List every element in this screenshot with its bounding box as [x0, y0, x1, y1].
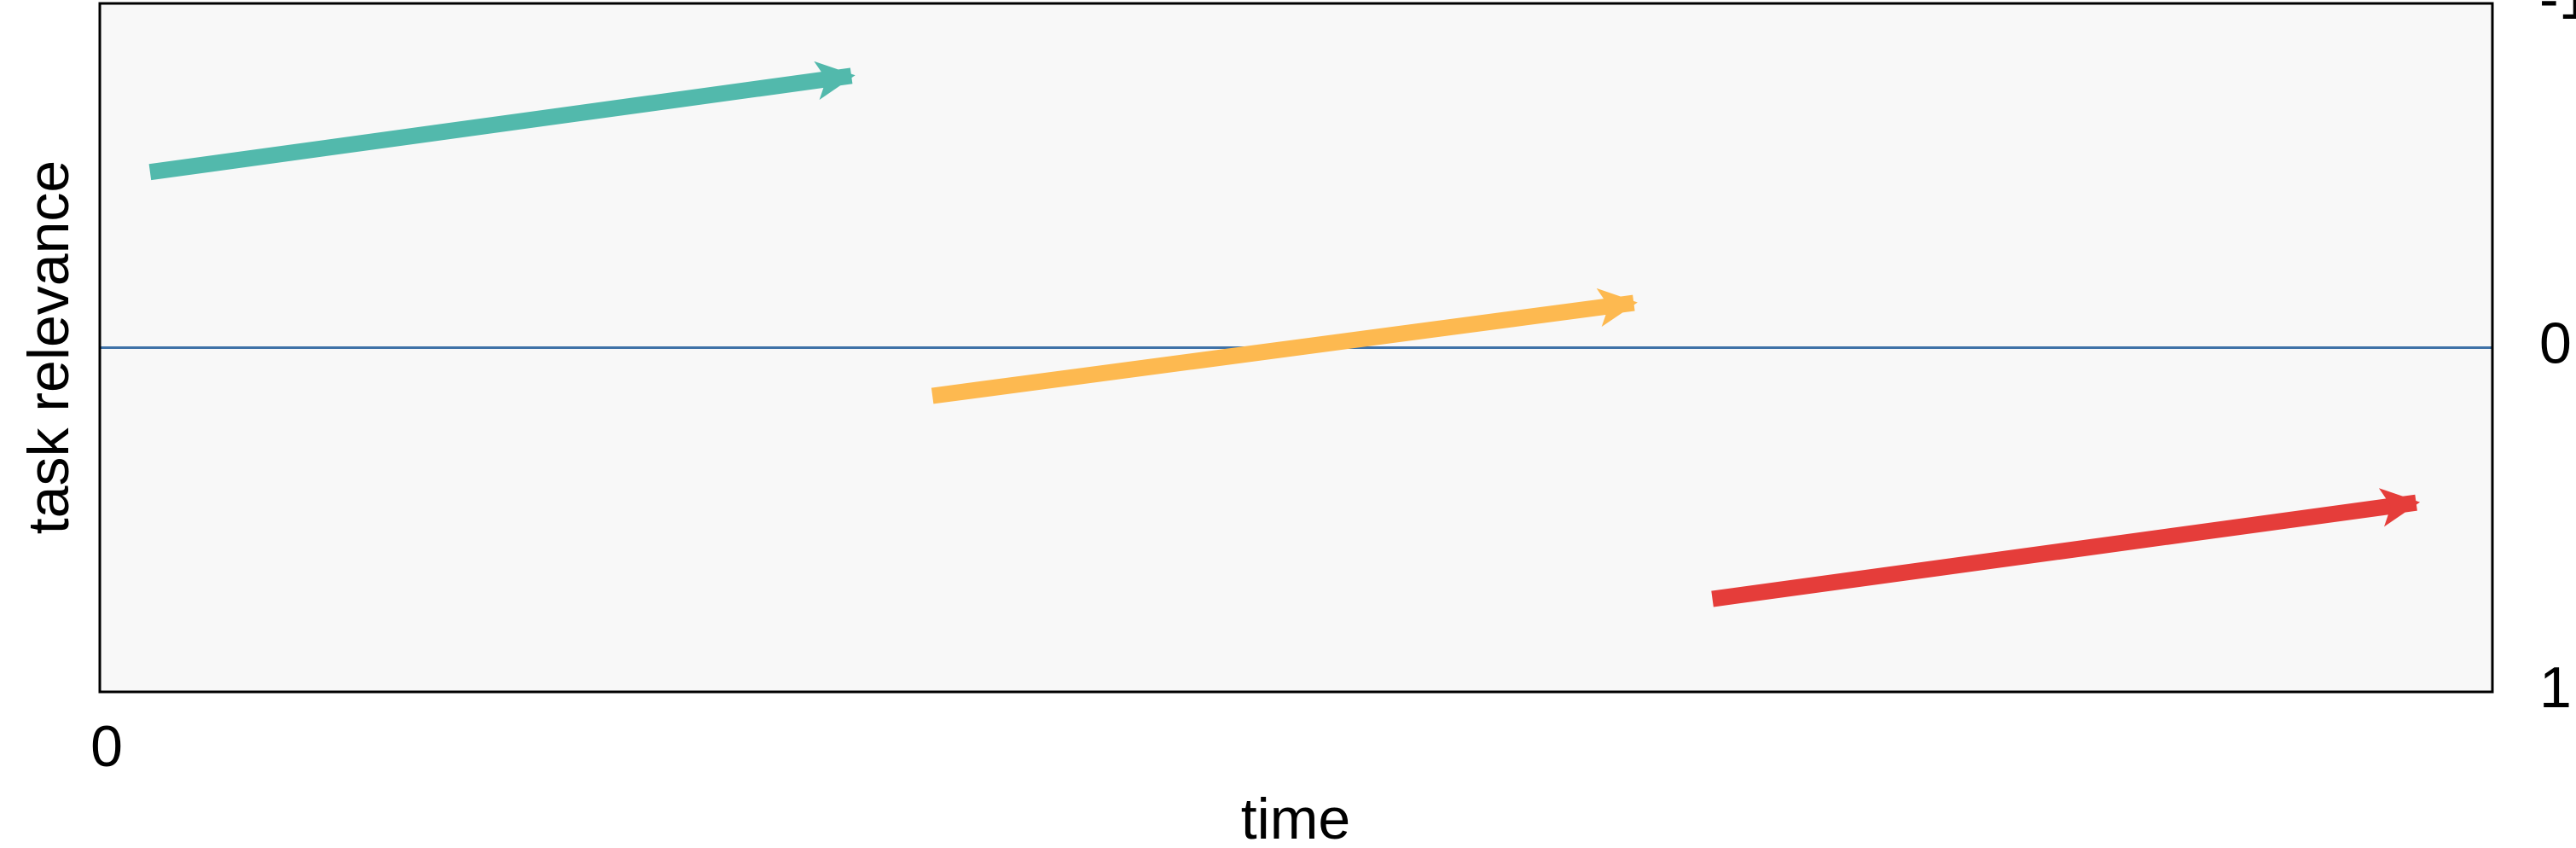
arrow	[1711, 488, 2421, 607]
y-tick-label: -1	[2539, 0, 2576, 32]
y-tick-label: 1	[2539, 655, 2572, 720]
arrow	[931, 288, 1638, 404]
y-tick-label: 0	[2539, 311, 2572, 375]
x-tick-label: 0	[90, 714, 123, 779]
x-axis-label: time	[1241, 787, 1350, 848]
y-axis-label: task relevance	[16, 160, 81, 534]
arrow	[148, 61, 856, 181]
plot-frame	[98, 2, 2494, 694]
